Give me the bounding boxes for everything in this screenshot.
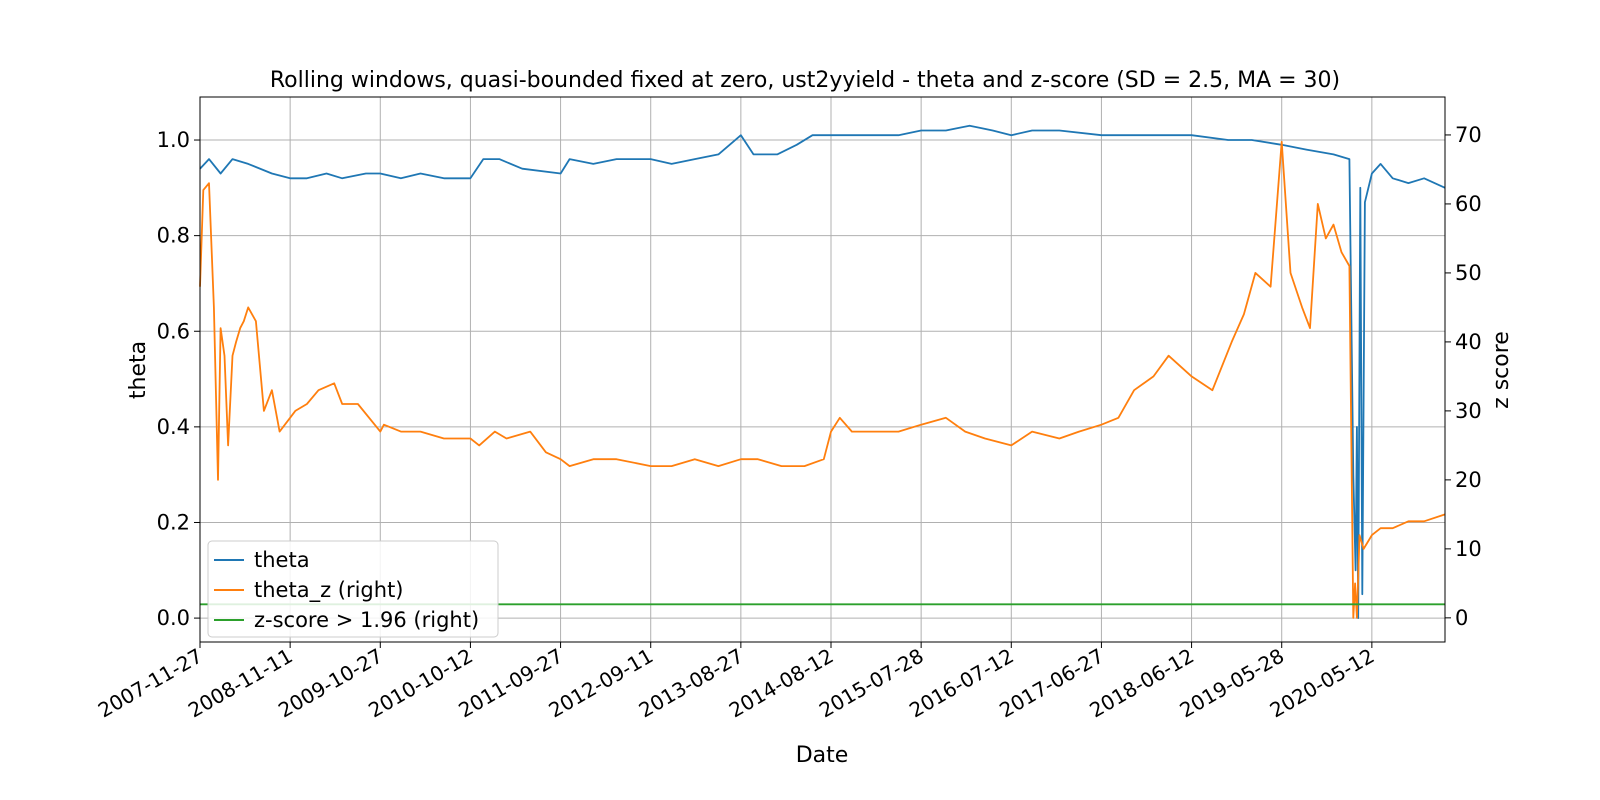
y2-tick-label: 20	[1455, 468, 1482, 492]
y2-tick-label: 40	[1455, 330, 1482, 354]
plot-frame	[199, 96, 1446, 643]
chart-title: Rolling windows, quasi-bounded fixed at …	[270, 68, 1340, 93]
legend-box	[207, 540, 499, 638]
y2-tick-label: 50	[1455, 261, 1482, 285]
y-tick-label: 0.0	[157, 606, 190, 630]
y2-tick-label: 30	[1455, 399, 1482, 423]
grid	[199, 97, 1445, 642]
y2-tick-label: 10	[1455, 537, 1482, 561]
legend: theta theta_z (right) z-score > 1.96 (ri…	[207, 540, 499, 638]
left-axis: 0.0 0.2 0.4 0.6 0.8 1.0	[157, 128, 200, 630]
y-tick-label: 0.2	[157, 510, 190, 534]
y2-tick-label: 70	[1455, 123, 1482, 147]
legend-label-theta: theta	[254, 548, 310, 572]
x-axis: 2007-11-272008-11-112009-10-272010-10-12…	[94, 642, 1378, 722]
y2-tick-label: 60	[1455, 192, 1482, 216]
right-axis: 0 10 20 30 40 50 60 70	[1445, 123, 1482, 630]
y-tick-label: 0.4	[157, 415, 190, 439]
legend-label-theta-z: theta_z (right)	[254, 578, 404, 603]
legend-label-threshold: z-score > 1.96 (right)	[254, 608, 479, 632]
y-tick-label: 1.0	[157, 128, 190, 152]
y-tick-label: 0.6	[157, 319, 190, 343]
y2-tick-label: 0	[1455, 606, 1468, 630]
y-axis-label: theta	[126, 341, 151, 399]
y2-axis-label: z score	[1489, 331, 1514, 409]
series-line-theta	[199, 124, 1446, 619]
y-tick-label: 0.8	[157, 224, 190, 248]
x-axis-label: Date	[796, 743, 849, 768]
series-line-theta-z	[199, 140, 1446, 619]
